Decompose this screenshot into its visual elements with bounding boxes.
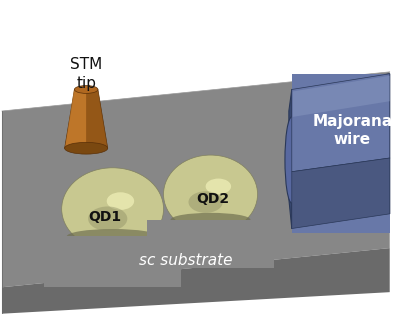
Polygon shape <box>292 74 390 233</box>
Polygon shape <box>289 89 292 229</box>
Polygon shape <box>293 76 390 117</box>
Ellipse shape <box>107 192 134 210</box>
Polygon shape <box>292 74 390 172</box>
Ellipse shape <box>88 206 127 231</box>
Ellipse shape <box>62 168 164 250</box>
Text: Majorana
wire: Majorana wire <box>312 114 393 147</box>
Polygon shape <box>147 220 274 268</box>
Ellipse shape <box>206 178 231 194</box>
Ellipse shape <box>285 117 299 203</box>
Polygon shape <box>292 74 390 172</box>
Text: STM
tip: STM tip <box>70 57 102 91</box>
Ellipse shape <box>65 142 108 154</box>
Polygon shape <box>293 76 390 117</box>
Text: QD1: QD1 <box>88 210 121 224</box>
Polygon shape <box>292 158 390 229</box>
Ellipse shape <box>170 213 250 227</box>
Ellipse shape <box>188 191 223 213</box>
Polygon shape <box>65 89 108 148</box>
Ellipse shape <box>164 155 258 233</box>
Ellipse shape <box>74 86 98 94</box>
Text: QD2: QD2 <box>196 192 229 206</box>
Ellipse shape <box>74 229 151 248</box>
Ellipse shape <box>175 213 246 230</box>
Polygon shape <box>292 158 390 229</box>
Polygon shape <box>65 89 86 148</box>
Polygon shape <box>44 236 181 287</box>
Polygon shape <box>2 72 390 287</box>
Ellipse shape <box>67 229 158 244</box>
Polygon shape <box>2 248 390 314</box>
Polygon shape <box>86 89 108 148</box>
Text: sc substrate: sc substrate <box>139 253 233 268</box>
